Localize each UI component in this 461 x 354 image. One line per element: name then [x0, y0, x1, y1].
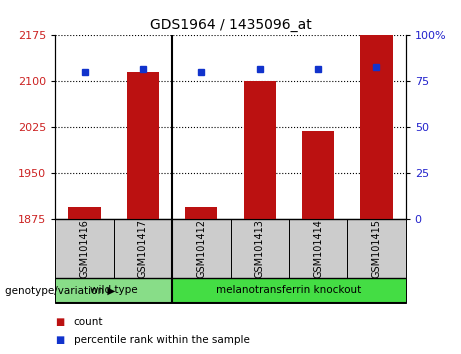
Text: melanotransferrin knockout: melanotransferrin knockout [216, 285, 361, 295]
Bar [289, 219, 347, 278]
Text: GSM101416: GSM101416 [79, 219, 89, 278]
Bar [172, 219, 230, 278]
Bar [55, 278, 172, 303]
Bar [302, 131, 334, 219]
Text: GSM101414: GSM101414 [313, 219, 323, 278]
Bar [347, 219, 406, 278]
Text: count: count [74, 317, 103, 327]
Bar [230, 219, 289, 278]
Text: GSM101415: GSM101415 [372, 219, 382, 278]
Bar [172, 278, 406, 303]
Bar [185, 207, 218, 219]
Text: wild type: wild type [90, 285, 137, 295]
Text: percentile rank within the sample: percentile rank within the sample [74, 335, 250, 345]
Bar [127, 72, 159, 219]
Text: GSM101417: GSM101417 [138, 219, 148, 278]
Bar [55, 219, 114, 278]
Bar [114, 219, 172, 278]
Text: GSM101412: GSM101412 [196, 219, 207, 278]
Text: ■: ■ [55, 317, 65, 327]
Bar [243, 81, 276, 219]
Title: GDS1964 / 1435096_at: GDS1964 / 1435096_at [150, 18, 311, 32]
Text: GSM101413: GSM101413 [254, 219, 265, 278]
Bar [361, 35, 393, 219]
Text: ■: ■ [55, 335, 65, 345]
Text: genotype/variation ▶: genotype/variation ▶ [5, 286, 115, 296]
Bar [69, 207, 100, 219]
